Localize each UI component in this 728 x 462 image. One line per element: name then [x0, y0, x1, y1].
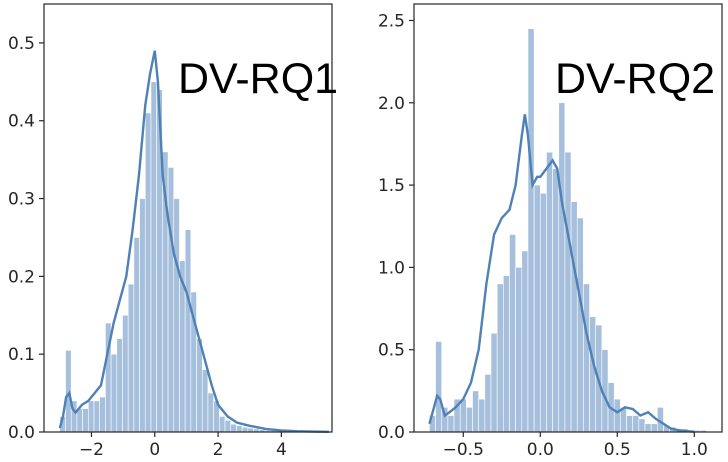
histogram-bar [110, 353, 118, 433]
x-tick-label: −0.5 [443, 440, 484, 460]
histogram-bar [99, 396, 106, 433]
x-tick-label: 0.0 [527, 440, 554, 460]
histogram-bar [219, 416, 226, 433]
histogram-bar [644, 423, 652, 433]
histogram-bar [638, 418, 646, 433]
histogram-bar [626, 415, 633, 433]
panel-label: DV-RQ1 [178, 55, 338, 103]
histogram-bar [570, 201, 578, 433]
histogram-bar [150, 81, 157, 433]
histogram-bar [459, 398, 467, 433]
histogram-bar [583, 283, 590, 433]
histogram-bar [509, 234, 516, 433]
x-tick-label: −2 [79, 440, 104, 460]
histogram-bar [503, 275, 510, 433]
histogram-bar [650, 423, 658, 433]
histogram-bar [564, 151, 572, 433]
kde-curve [428, 114, 695, 433]
histogram-bar [558, 102, 566, 433]
y-tick-label: 2.5 [378, 11, 405, 31]
histogram-bar [496, 283, 504, 433]
histogram-bar [144, 112, 152, 433]
y-tick-label: 0.0 [378, 423, 405, 443]
histogram-bar [93, 400, 100, 433]
panel-dv-rq2: −0.5 0.0 0.5 1.0 0.0 0.5 1.0 1.5 2.0 2.5 DV-RQ2 [378, 3, 723, 460]
histogram-bar [116, 338, 123, 433]
histogram-bar [167, 167, 175, 433]
histogram-bar [589, 316, 597, 433]
histogram-bar [88, 400, 95, 433]
y-axis-ticks: 0.0 0.5 1.0 1.5 2.0 2.5 [378, 11, 414, 443]
histogram-bar [576, 217, 584, 433]
histogram-bar [546, 151, 553, 433]
histogram-bar [230, 423, 237, 433]
histogram-bar [552, 168, 560, 433]
histogram-bar [539, 193, 547, 433]
histogram-bar [478, 398, 486, 433]
histogram-bar [201, 369, 209, 433]
histogram-bar [236, 425, 243, 433]
histogram-bar [122, 314, 129, 433]
x-tick-label: 0.5 [604, 440, 631, 460]
histogram-bar [484, 374, 492, 433]
y-tick-label: 0.5 [378, 341, 405, 361]
y-tick-label: 1.5 [378, 176, 405, 196]
histogram-bar [613, 398, 621, 433]
histogram-bar [173, 198, 180, 433]
axes-frame [413, 3, 723, 433]
histogram-bar [466, 407, 473, 433]
y-tick-label: 0.5 [8, 34, 35, 54]
x-tick-label: 0 [149, 440, 160, 460]
histogram-bar [490, 332, 498, 433]
y-tick-label: 0.3 [8, 190, 35, 210]
histogram-bar [447, 415, 455, 433]
y-tick-label: 0.1 [8, 345, 35, 365]
histogram-bar [533, 184, 541, 433]
histogram-bar [127, 283, 135, 433]
y-tick-label: 0.4 [8, 112, 35, 132]
x-tick-label: 1.0 [681, 440, 708, 460]
histogram-bar [133, 237, 140, 433]
x-axis-ticks: −2 0 2 4 [79, 432, 287, 460]
histogram-bar [82, 408, 89, 433]
histogram-bar [76, 408, 83, 433]
y-tick-label: 1.0 [378, 258, 405, 278]
kde-curve [58, 50, 329, 434]
y-tick-label: 2.0 [378, 94, 405, 114]
histogram-bar [196, 338, 203, 433]
x-tick-label: 2 [213, 440, 224, 460]
panel-label: DV-RQ2 [555, 55, 715, 103]
histogram-bar [435, 341, 443, 433]
histogram-bar [139, 198, 146, 433]
histogram-bar [184, 229, 192, 433]
histogram-bar [207, 392, 214, 433]
y-tick-label: 0.0 [8, 423, 35, 443]
axes-frame [43, 3, 333, 433]
histogram-bar [241, 427, 249, 433]
histogram-bars [59, 81, 328, 433]
histogram-bar [515, 267, 523, 433]
histogram-bar [527, 28, 535, 433]
histogram-bar [224, 420, 232, 433]
histogram-bar [65, 349, 72, 433]
x-axis-ticks: −0.5 0.0 0.5 1.0 [443, 432, 708, 460]
histogram-bar [632, 415, 640, 433]
histogram-bar [521, 250, 529, 433]
y-tick-label: 0.2 [8, 267, 35, 287]
x-tick-label: 4 [276, 440, 287, 460]
y-axis-ticks: 0.0 0.1 0.2 0.3 0.4 0.5 [8, 34, 44, 443]
panel-dv-rq1: −2 0 2 4 0.0 0.1 0.2 0.3 0.4 0.5 DV-RQ1 [8, 3, 338, 460]
histogram-bar [472, 390, 479, 433]
